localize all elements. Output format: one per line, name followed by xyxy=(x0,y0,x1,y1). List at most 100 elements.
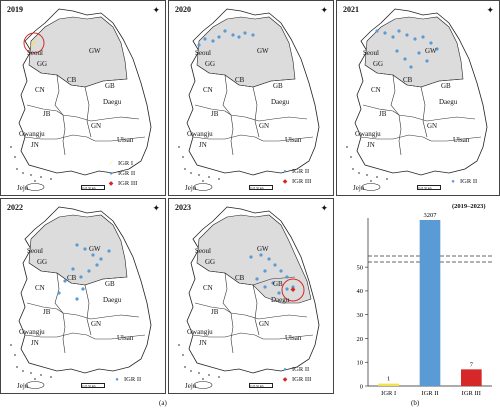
island xyxy=(50,376,52,378)
north-arrow-icon: ✦ xyxy=(152,203,160,213)
highlight-circle xyxy=(281,278,305,302)
igr2-point xyxy=(285,275,289,279)
province-boundary xyxy=(258,116,308,122)
island xyxy=(190,370,192,372)
igr2-point xyxy=(383,31,387,35)
region-label: Ulsan xyxy=(117,334,134,342)
region-label: Ulsan xyxy=(285,334,302,342)
region-label: GW xyxy=(89,47,101,55)
region-label: Jeju xyxy=(17,184,29,192)
region-label: Seoul xyxy=(363,49,379,57)
region-label: Jeju xyxy=(17,382,29,390)
line-icon: ⟋ xyxy=(108,161,114,167)
province-boundary xyxy=(70,78,128,88)
map-panel-2021: 2021 ✦ Seoul GG GW CB CN Daegu GB JB GN Ulsan Gwangj… xyxy=(336,0,500,196)
province-boundary xyxy=(26,104,92,122)
map-svg xyxy=(178,8,320,191)
igr2-point xyxy=(87,269,91,273)
legend-item: ⟋ IGR I xyxy=(107,159,137,169)
region-label: Seoul xyxy=(27,49,43,57)
province-boundary xyxy=(194,104,260,122)
island xyxy=(50,178,52,180)
map-legend: ● IGR II ◆ IGR III xyxy=(281,365,312,385)
diamond-icon: ◆ xyxy=(108,181,114,187)
region-label: GB xyxy=(273,280,283,288)
province-boundary xyxy=(28,64,72,86)
island xyxy=(184,366,186,368)
province-boundary xyxy=(62,114,66,156)
region-label: GG xyxy=(373,60,384,68)
region-label: Ulsan xyxy=(117,136,134,144)
region-label: GB xyxy=(105,82,115,90)
igr2-point xyxy=(263,269,267,273)
island xyxy=(358,172,360,174)
province-boundary xyxy=(360,134,432,142)
y-tick-label: 50 xyxy=(357,264,364,271)
region-label: CB xyxy=(403,76,413,84)
region-label: GN xyxy=(259,122,270,130)
province-boundary xyxy=(230,114,234,156)
y-tick-label: 40 xyxy=(357,288,364,295)
map-legend: ● IGR II ◆ IGR III xyxy=(281,167,312,187)
region-label: Ulsan xyxy=(453,136,470,144)
legend-label: IGR III xyxy=(118,180,138,187)
province-boundary xyxy=(28,262,72,284)
island xyxy=(16,366,18,368)
island xyxy=(40,374,42,376)
igr2-point xyxy=(63,279,67,283)
island xyxy=(346,146,348,148)
region-label: JB xyxy=(211,308,219,316)
province-boundary xyxy=(192,332,264,340)
region-label: JN xyxy=(31,339,39,347)
region-label: GN xyxy=(427,122,438,130)
island xyxy=(14,354,16,356)
jeju-island xyxy=(193,381,213,389)
jeju-island xyxy=(193,183,213,191)
region-label: GB xyxy=(273,82,283,90)
map-year: 2021 xyxy=(343,5,359,14)
region-label: GG xyxy=(37,60,48,68)
legend-item: ◆ IGR III xyxy=(281,375,312,385)
jeju-island xyxy=(25,183,45,191)
island xyxy=(366,174,368,176)
island xyxy=(190,172,192,174)
island xyxy=(350,156,352,158)
region-label: CB xyxy=(67,274,77,282)
igr2-point xyxy=(259,253,263,257)
igr2-point xyxy=(237,35,241,39)
legend-label: IGR II xyxy=(292,168,310,175)
region-label: GW xyxy=(425,47,437,55)
igr2-point xyxy=(79,275,83,279)
map-panel-2022: 2022 ✦ Seoul GG GW CB CN Daegu GB JB GN Ulsan Gwangj… xyxy=(0,198,166,394)
island xyxy=(34,378,36,380)
igr2-point xyxy=(95,263,99,267)
bar-chart: 0 10 20 30 40 50 1 IGR I 3207 IGR II 7 IGR III xyxy=(336,198,500,398)
island xyxy=(184,168,186,170)
map-panel-2019: 2019 ✦ Seoul GG GW CB CN Daegu GB JB GN Ulsan Gwangj… xyxy=(0,0,166,196)
x-tick-label: IGR II xyxy=(421,390,438,397)
region-label: Gwangju xyxy=(19,130,45,138)
region-label: JB xyxy=(379,110,387,118)
region-label: CN xyxy=(35,86,45,94)
island xyxy=(370,180,372,182)
island xyxy=(22,370,24,372)
island xyxy=(218,178,220,180)
island xyxy=(182,354,184,356)
dot-icon: ● xyxy=(115,377,119,383)
region-label: Jeju xyxy=(185,184,197,192)
province-boundary xyxy=(263,334,314,340)
island xyxy=(22,172,24,174)
scale-bar: 0 25 50 km xyxy=(249,185,273,190)
map-svg xyxy=(10,206,152,389)
province-boundary xyxy=(398,114,402,156)
province-boundary xyxy=(252,284,260,336)
scale-bar: 0 25 50 km xyxy=(81,185,105,190)
region-label: JB xyxy=(211,110,219,118)
igr2-point xyxy=(397,29,401,33)
province-boundary xyxy=(196,262,240,284)
igr2-point xyxy=(251,33,255,37)
island xyxy=(208,176,210,178)
province-boundary xyxy=(90,116,140,122)
province-boundary xyxy=(70,276,128,286)
igr2-point xyxy=(391,35,395,39)
